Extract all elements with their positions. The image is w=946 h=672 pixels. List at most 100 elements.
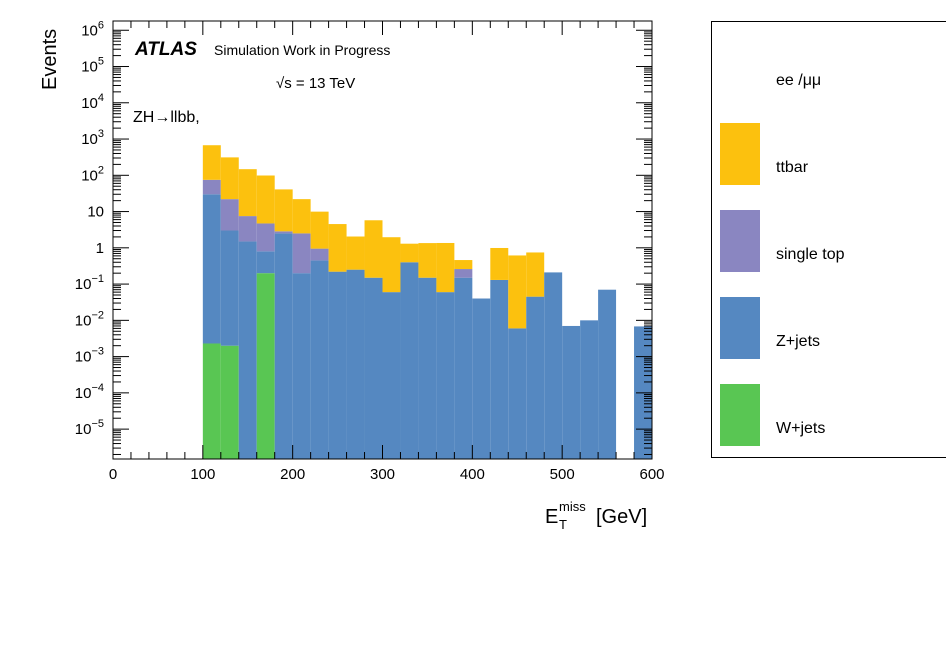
y-tick-label: 10 <box>87 204 104 221</box>
bar-z-jets-17 <box>508 328 527 459</box>
bar-ttbar-13 <box>436 242 455 293</box>
bar-single-top-5 <box>292 233 311 274</box>
bar-z-jets-13 <box>436 292 455 459</box>
bar-z-jets-6 <box>310 260 329 459</box>
y-tick-label: 103 <box>81 128 104 148</box>
bar-ttbar-0 <box>202 145 221 180</box>
y-tick-label: 10−5 <box>75 418 104 438</box>
bar-ttbar-16 <box>490 247 509 280</box>
legend-label: W+jets <box>776 420 826 437</box>
legend-entry: ttbar <box>720 123 946 185</box>
y-tick-label: 1 <box>96 240 104 257</box>
y-tick-label: 102 <box>81 164 104 184</box>
bar-z-jets-5 <box>292 273 311 459</box>
bar-ttbar-2 <box>238 169 257 217</box>
bar-z-jets-1 <box>220 230 239 346</box>
x-axis-label-sub: T <box>559 517 567 532</box>
bar-z-jets-21 <box>580 320 599 459</box>
bar-ttbar-11 <box>400 243 419 263</box>
x-axis-label: E miss T [GeV] <box>545 499 647 532</box>
x-tick-label: 400 <box>460 466 485 483</box>
legend-entry: single top <box>720 210 946 272</box>
bar-z-jets-0 <box>202 194 221 344</box>
bar-single-top-2 <box>238 216 257 242</box>
y-axis-label: Events <box>39 29 61 90</box>
bar-ttbar-14 <box>454 260 473 270</box>
bar-single-top-6 <box>310 248 329 261</box>
bar-w-jets-3 <box>256 273 275 459</box>
x-axis-label-sup: miss <box>559 499 586 514</box>
bar-ttbar-5 <box>292 199 311 234</box>
bar-ttbar-6 <box>310 211 329 249</box>
bar-z-jets-22 <box>598 289 617 459</box>
legend-label: ee /μμ <box>776 72 822 89</box>
legend-entry: ee /μμ <box>720 62 946 124</box>
y-tick-label: 10−1 <box>75 273 104 293</box>
bar-ttbar-8 <box>346 236 365 270</box>
bar-ttbar-18 <box>526 252 545 297</box>
bar-ttbar-3 <box>256 175 275 224</box>
y-tick-label: 104 <box>81 92 104 112</box>
bar-single-top-14 <box>454 269 473 278</box>
bar-ttbar-1 <box>220 157 239 200</box>
y-tick-label: 10−2 <box>75 309 104 329</box>
bar-z-jets-19 <box>544 272 563 459</box>
bar-z-jets-4 <box>274 233 293 459</box>
y-tick-label: 106 <box>81 19 104 39</box>
bar-ttbar-4 <box>274 189 293 232</box>
legend-swatch <box>720 210 760 272</box>
bar-z-jets-18 <box>526 296 545 459</box>
bar-w-jets-1 <box>220 345 239 459</box>
bar-z-jets-2 <box>238 241 257 459</box>
energy-label: √s = 13 TeV <box>276 75 355 92</box>
x-axis-label-unit: [GeV] <box>596 506 647 528</box>
atlas-label: ATLAS <box>134 39 197 60</box>
bar-z-jets-14 <box>454 277 473 459</box>
legend-swatch <box>720 297 760 359</box>
bar-ttbar-10 <box>382 237 401 293</box>
bar-single-top-3 <box>256 223 275 252</box>
x-axis-ticks: 0 100 200 300 400 500 600 <box>109 21 665 483</box>
legend-label: ttbar <box>776 159 809 176</box>
y-tick-label: 10−3 <box>75 346 104 366</box>
bar-w-jets-0 <box>202 343 221 459</box>
bar-ttbar-17 <box>508 255 527 329</box>
legend-swatch <box>720 62 760 124</box>
channel-label: ZH→llbb, <box>133 109 200 126</box>
x-axis-label-main: E <box>545 506 558 528</box>
y-tick-label: 10−4 <box>75 382 104 402</box>
bar-single-top-0 <box>202 179 221 195</box>
x-tick-label: 300 <box>370 466 395 483</box>
bar-z-jets-3 <box>256 251 275 274</box>
bar-ttbar-7 <box>328 224 347 272</box>
legend-swatch <box>720 123 760 185</box>
legend-label: Z+jets <box>776 333 821 350</box>
bar-ttbar-9 <box>364 220 383 278</box>
bar-single-top-4 <box>274 231 293 234</box>
bar-z-jets-8 <box>346 269 365 459</box>
x-tick-label: 600 <box>639 466 664 483</box>
bar-z-jets-7 <box>328 271 347 459</box>
bar-z-jets-15 <box>472 298 491 459</box>
x-tick-label: 0 <box>109 466 117 483</box>
legend-label: single top <box>776 246 845 263</box>
bar-single-top-1 <box>220 199 239 231</box>
legend-entry: Z+jets <box>720 297 946 359</box>
atlas-sublabel: Simulation Work in Progress <box>214 42 390 58</box>
bar-z-jets-16 <box>490 279 509 459</box>
stacked-bars <box>202 145 652 459</box>
bar-z-jets-20 <box>562 325 581 459</box>
bar-z-jets-10 <box>382 292 401 459</box>
x-tick-label: 200 <box>280 466 305 483</box>
bar-z-jets-9 <box>364 277 383 459</box>
bar-z-jets-12 <box>418 277 437 459</box>
legend-entry: W+jets <box>720 384 946 446</box>
legend-swatch <box>720 384 760 446</box>
bar-ttbar-12 <box>418 243 437 278</box>
x-tick-label: 100 <box>190 466 215 483</box>
y-tick-label: 105 <box>81 56 104 76</box>
x-tick-label: 500 <box>550 466 575 483</box>
bar-z-jets-11 <box>400 262 419 459</box>
